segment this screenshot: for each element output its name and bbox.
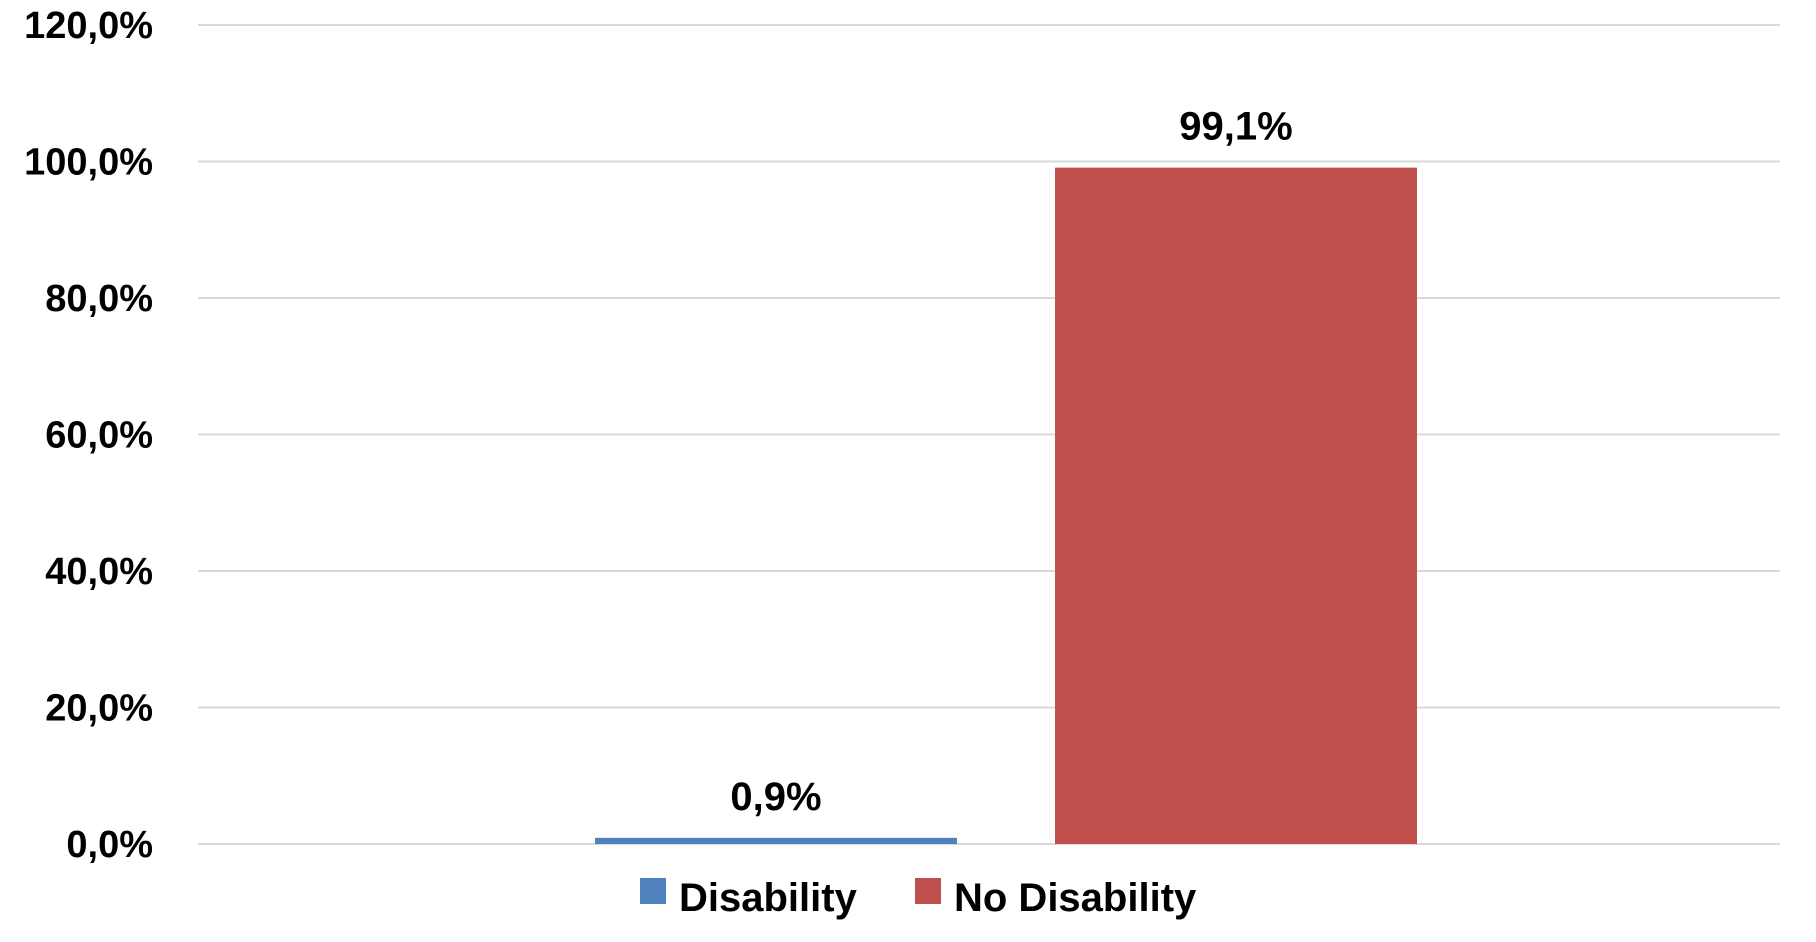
legend-label: No Disability	[954, 876, 1197, 920]
legend: Disability No Disability	[640, 876, 1197, 920]
y-tick-label: 80,0%	[45, 278, 153, 320]
data-label: 0,9%	[730, 775, 821, 819]
y-tick-label: 0,0%	[66, 824, 153, 866]
data-label: 99,1%	[1179, 105, 1292, 149]
data-labels: 0,9% 99,1%	[730, 105, 1292, 819]
bars	[595, 167, 1417, 844]
gridlines	[198, 24, 1780, 845]
y-tick-label: 20,0%	[45, 688, 153, 730]
y-tick-label: 120,0%	[24, 5, 153, 47]
y-tick-label: 40,0%	[45, 551, 153, 593]
bar-no-disability	[1055, 167, 1417, 844]
y-axis: 0,0% 20,0% 40,0% 60,0% 80,0% 100,0% 120,0%	[24, 5, 153, 866]
y-tick-label: 100,0%	[24, 142, 153, 184]
y-tick-label: 60,0%	[45, 415, 153, 457]
legend-swatch	[915, 878, 941, 904]
legend-swatch	[640, 878, 666, 904]
bar-disability	[595, 837, 957, 844]
legend-label: Disability	[679, 876, 858, 920]
